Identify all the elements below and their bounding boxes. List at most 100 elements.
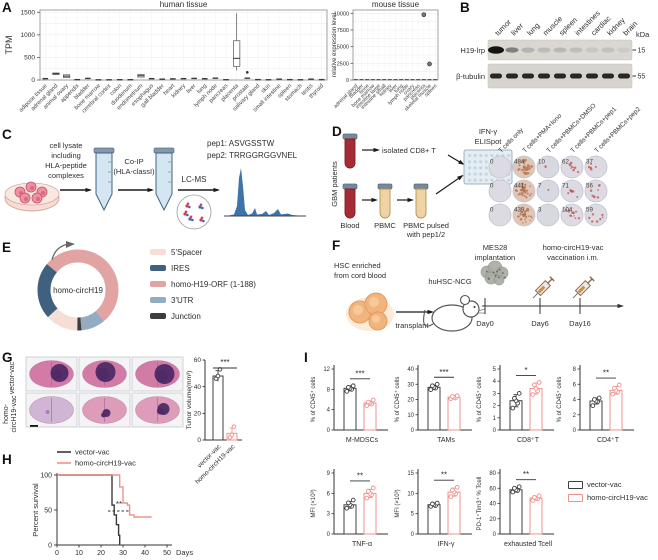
svg-text:5: 5 bbox=[493, 367, 497, 373]
svg-text:2: 2 bbox=[573, 413, 577, 419]
significance: *** bbox=[439, 368, 448, 377]
svg-text:Co-IP: Co-IP bbox=[124, 157, 143, 166]
bar bbox=[343, 387, 357, 431]
significance: ** bbox=[116, 500, 122, 509]
svg-text:3: 3 bbox=[493, 391, 497, 397]
svg-text:LC-MS: LC-MS bbox=[182, 175, 207, 184]
y-axis-label: Tumor volume(mm³) bbox=[186, 371, 193, 430]
segment-homo-H19-ORF (1-188) bbox=[46, 249, 119, 322]
circrna-vector-map: homo-circH19 5'Spacer IRES homo-H19-ORF (1-… bbox=[37, 241, 256, 331]
spot-count: 0 bbox=[490, 183, 494, 190]
svg-text:15: 15 bbox=[407, 471, 414, 477]
significance: * bbox=[524, 366, 527, 375]
legend-item-homo: homo-circH19-vac bbox=[568, 491, 648, 504]
spot-count: 71 bbox=[562, 183, 569, 190]
homo-swatch bbox=[568, 493, 583, 502]
cd8-chart: 0 1 2 3 4 5 % of CD45⁺ cells CD8⁺T * bbox=[476, 365, 554, 444]
data-point bbox=[434, 500, 440, 506]
svg-text:3: 3 bbox=[327, 512, 331, 518]
chart-title: mouse tissue bbox=[372, 0, 420, 9]
svg-text:10: 10 bbox=[407, 413, 414, 419]
spot-count: 441 bbox=[514, 183, 525, 190]
svg-text:with pep1/2: with pep1/2 bbox=[406, 230, 445, 239]
svg-text:homo-circH19-vac: homo-circH19-vac bbox=[543, 243, 604, 252]
spot-count: 3 bbox=[538, 207, 542, 214]
h19-band bbox=[617, 47, 631, 53]
svg-text:20: 20 bbox=[407, 398, 414, 404]
data-point bbox=[428, 387, 434, 392]
data-point bbox=[516, 484, 522, 490]
survival-curve-homo-circH19-vac bbox=[57, 474, 152, 518]
svg-text:kDa: kDa bbox=[636, 30, 650, 39]
legend-label: homo-circH19-vac bbox=[587, 493, 648, 502]
legend-label: 3'UTR bbox=[171, 296, 194, 305]
vector-name: homo-circH19 bbox=[53, 286, 103, 295]
data-point bbox=[430, 501, 435, 507]
h19-band bbox=[569, 47, 583, 53]
svg-text:liver: liver bbox=[388, 83, 399, 94]
legend-swatch bbox=[150, 313, 166, 319]
x-axis-label: exhausted Tcell bbox=[504, 541, 553, 548]
svg-text:lung: lung bbox=[393, 83, 404, 94]
y-axis-label: relative expression level bbox=[332, 13, 338, 77]
data-point bbox=[596, 395, 602, 401]
tubulin-band bbox=[602, 73, 614, 79]
side-label: GBM patients bbox=[330, 161, 339, 207]
data-point bbox=[346, 384, 351, 390]
svg-text:including: including bbox=[51, 151, 81, 160]
spot-count: 7 bbox=[538, 183, 542, 190]
svg-text:50: 50 bbox=[163, 550, 171, 557]
svg-text:0: 0 bbox=[327, 428, 331, 434]
svg-text:15: 15 bbox=[638, 48, 646, 55]
svg-text:PBMC: PBMC bbox=[374, 221, 396, 230]
tnf-chart: 0 3 6 9 MFI (×10³) TNF-α ** bbox=[311, 469, 388, 548]
svg-text:HLA-peptide: HLA-peptide bbox=[45, 161, 87, 170]
tubulin-band bbox=[586, 73, 598, 79]
svg-text:8: 8 bbox=[573, 367, 577, 373]
svg-text:500: 500 bbox=[24, 55, 35, 62]
elispot-well bbox=[536, 155, 560, 179]
spot-count: 0 bbox=[490, 159, 494, 166]
y-axis-label: Percent survival bbox=[31, 483, 40, 537]
svg-text:IFN-γ: IFN-γ bbox=[479, 127, 498, 136]
svg-text:40: 40 bbox=[407, 367, 414, 373]
tubulin-band bbox=[618, 73, 630, 79]
x-axis-label: Days bbox=[176, 548, 193, 557]
svg-text:4: 4 bbox=[573, 398, 577, 404]
h19-band bbox=[521, 47, 535, 53]
vector-swatch bbox=[568, 480, 583, 489]
svg-text:0: 0 bbox=[327, 532, 331, 538]
panel-label-f: F bbox=[332, 238, 341, 253]
svg-text:complexes: complexes bbox=[48, 171, 84, 180]
svg-text:0: 0 bbox=[197, 437, 201, 444]
svg-text:0: 0 bbox=[346, 78, 349, 84]
svg-text:liver: liver bbox=[186, 83, 198, 95]
panel-label-e: E bbox=[2, 240, 12, 255]
data-point bbox=[512, 395, 517, 401]
spot-count: 0 bbox=[490, 207, 494, 214]
data-point bbox=[590, 403, 596, 408]
cd8-label: isolated CD8+ T bbox=[382, 146, 436, 155]
legend-swatch bbox=[150, 249, 166, 255]
bar bbox=[212, 375, 224, 441]
h19-band bbox=[553, 47, 567, 53]
panel-label-a: A bbox=[2, 0, 12, 15]
x-axis-label: M-MDSCs bbox=[346, 437, 379, 444]
svg-text:1000: 1000 bbox=[21, 32, 36, 39]
svg-text:1500: 1500 bbox=[21, 9, 36, 16]
svg-text:8: 8 bbox=[327, 387, 331, 393]
legend-item-vector: vector-vac bbox=[568, 478, 648, 491]
svg-text:20: 20 bbox=[489, 517, 496, 523]
x-axis-label: CD4⁺T bbox=[597, 437, 620, 444]
svg-text:from cord blood: from cord blood bbox=[334, 271, 386, 280]
svg-text:30: 30 bbox=[407, 382, 414, 388]
elispot-well bbox=[584, 203, 608, 227]
svg-text:6: 6 bbox=[327, 491, 331, 497]
svg-text:0: 0 bbox=[411, 428, 415, 434]
data-point bbox=[510, 405, 516, 411]
significance: ** bbox=[441, 471, 447, 480]
data-point bbox=[350, 383, 356, 389]
data-point bbox=[533, 386, 539, 391]
